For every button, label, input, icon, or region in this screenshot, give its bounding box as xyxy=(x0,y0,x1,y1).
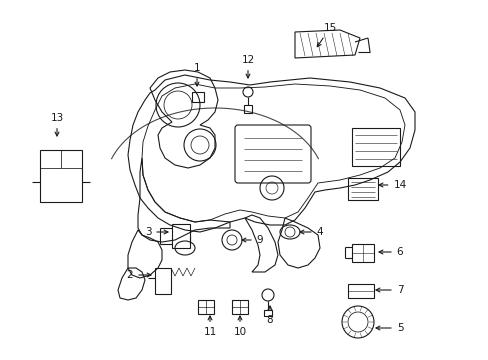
Text: 3: 3 xyxy=(144,227,168,237)
Bar xyxy=(192,92,203,102)
Text: 6: 6 xyxy=(378,247,403,257)
Text: 12: 12 xyxy=(241,55,254,78)
Text: 13: 13 xyxy=(50,113,63,136)
Bar xyxy=(155,268,171,294)
Bar xyxy=(264,310,271,316)
Text: 9: 9 xyxy=(242,235,263,245)
Text: 15: 15 xyxy=(317,23,336,47)
Text: 7: 7 xyxy=(375,285,403,295)
Bar xyxy=(347,178,377,200)
Text: 11: 11 xyxy=(203,316,216,337)
Text: 14: 14 xyxy=(378,180,406,190)
Bar xyxy=(231,300,247,314)
Text: 4: 4 xyxy=(300,227,323,237)
Bar xyxy=(351,244,373,262)
Bar xyxy=(198,300,214,314)
Bar xyxy=(244,105,251,113)
Text: 5: 5 xyxy=(375,323,403,333)
Bar xyxy=(351,128,399,166)
Text: 8: 8 xyxy=(266,306,273,325)
Bar xyxy=(172,224,190,248)
Text: 1: 1 xyxy=(193,63,200,86)
Text: 10: 10 xyxy=(233,316,246,337)
Bar xyxy=(40,150,82,202)
Text: 2: 2 xyxy=(126,270,151,280)
Bar xyxy=(347,284,373,298)
